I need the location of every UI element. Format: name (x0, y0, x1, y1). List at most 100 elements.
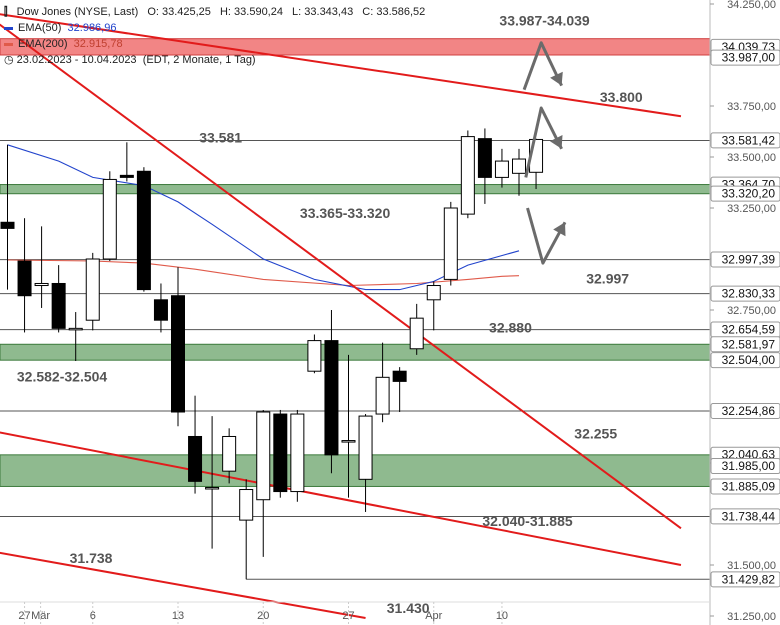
candle-body-down (477, 138, 492, 178)
x-tick-label: 27 (342, 610, 354, 622)
y-tick-label: 33.750,00 (727, 101, 776, 113)
support-resistance-zones (0, 38, 711, 487)
y-tick-label: 32.750,00 (727, 305, 776, 317)
candle-body-up (239, 489, 254, 521)
candle (477, 128, 492, 204)
arrow-head-icon (550, 71, 563, 86)
legend-ema50-label: EMA(50) (18, 22, 62, 34)
candle-body-up (426, 285, 441, 301)
price-tag-box (710, 185, 780, 202)
x-tick-label: 6 (90, 610, 96, 622)
price-tag-box (710, 508, 780, 525)
legend-close: C: 33.586,52 (362, 6, 426, 18)
candle (171, 267, 185, 427)
legend-ema50-row: EMA(50) 32.986,96 (4, 20, 431, 36)
forecast-arrow-path (526, 207, 567, 265)
candle-body-down (324, 340, 339, 456)
price-tag-label: 32.581,97 (722, 337, 776, 351)
candle-body-down (171, 295, 185, 413)
candle-body-up (68, 327, 83, 331)
price-tag: 31.985,00 (710, 458, 780, 475)
price-tag: 32.504,00 (710, 352, 780, 369)
forecast-arrow (522, 41, 563, 91)
candle-body-up (34, 282, 49, 287)
candle-body-up (85, 258, 100, 321)
horizontal-levels (0, 139, 710, 580)
legend-low: L: 33.343,43 (292, 6, 354, 18)
candle-body-up (307, 340, 322, 372)
arrow-head-icon (550, 135, 563, 149)
price-tag-label: 31.429,82 (722, 572, 776, 586)
level-annotation: 33.365-33.320 (300, 205, 391, 221)
candle (358, 414, 373, 512)
price-tag-label: 32.504,00 (722, 353, 776, 367)
y-tick-label: 31.500,00 (727, 560, 776, 572)
candle (256, 409, 271, 557)
y-tick-label: 33.500,00 (727, 152, 776, 164)
candle (460, 130, 475, 219)
legend-period-row: ◷ 23.02.2023 - 10.04.2023 (EDT, 2 Monate… (4, 52, 431, 68)
candle-body-down (273, 413, 288, 493)
price-tag: 32.997,39 (710, 251, 780, 268)
price-tag-box (710, 285, 780, 302)
legend-period-info: (EDT, 2 Monate, 1 Tag) (142, 54, 256, 66)
candle-body-up (222, 435, 237, 472)
price-tag: 31.885,09 (710, 478, 780, 495)
price-tag-box (710, 478, 780, 495)
price-tag: 33.581,42 (710, 132, 780, 149)
level-annotations: 33.987-34.039 33.800 33.581 33.365-33.320 32… (17, 12, 643, 616)
candle-body-up (341, 440, 356, 443)
clock-icon: ◷ (4, 54, 14, 66)
price-tag: 33.320,20 (710, 185, 780, 202)
legend-period: 23.02.2023 - 10.04.2023 (16, 54, 137, 66)
price-tag-label: 31.738,44 (722, 509, 776, 523)
candle-body-up (443, 207, 458, 280)
price-tag: 31.429,82 (710, 571, 780, 588)
candle-body-down (188, 435, 203, 482)
forecast-arrows (522, 41, 567, 265)
candle (443, 201, 458, 286)
legend-high: H: 33.590,24 (219, 6, 283, 18)
candle (222, 428, 237, 484)
legend-ema200-label: EMA(200) (18, 38, 68, 50)
candle (409, 303, 424, 355)
price-tag: 32.581,97 (710, 336, 780, 353)
price-tag-label: 31.885,09 (722, 479, 776, 493)
level-annotation: 33.800 (600, 89, 643, 105)
candle-body-up (409, 317, 424, 350)
ema50-swatch-icon (4, 26, 13, 30)
trendlines (0, 13, 682, 620)
x-tick-label: 10 (496, 610, 508, 622)
candle-body-up (460, 136, 475, 215)
candle (119, 142, 134, 182)
candle (136, 167, 151, 292)
candle-body-up (205, 486, 220, 490)
level-annotation: 32.880 (489, 319, 532, 335)
y-axis: 34.250,0034.000,0033.750,0033.500,0033.2… (709, 0, 776, 625)
price-tag-box (710, 403, 780, 420)
candle (205, 416, 220, 549)
legend-symbol: Dow Jones (NYSE, Last) (16, 6, 139, 18)
bars-icon: ⫿ (4, 6, 8, 18)
price-tag: 32.830,33 (710, 285, 780, 302)
candle (375, 342, 390, 423)
x-tick-label: Apr (425, 610, 442, 622)
price-tag-label: 32.997,39 (722, 253, 776, 267)
legend-open: O: 33.425,25 (147, 6, 211, 18)
trendline (0, 431, 682, 566)
x-tick-label: 13 (172, 610, 184, 622)
ema200-line (7, 259, 520, 287)
candle-body-up (512, 158, 526, 174)
price-tag-label: 31.985,00 (722, 459, 776, 473)
forecast-arrow (526, 207, 567, 265)
arrow-head-icon (553, 222, 566, 237)
legend-ema200-row: EMA(200) 32.915,78 (4, 36, 431, 52)
level-annotation: 32.040-31.885 (482, 513, 573, 529)
chart-legend: ⫿ Dow Jones (NYSE, Last) O: 33.425,25 H:… (4, 4, 431, 68)
price-tag: 31.738,44 (710, 508, 780, 525)
x-tick-label: 20 (257, 610, 269, 622)
price-tag-label: 33.581,42 (722, 133, 776, 147)
price-tag-box (710, 251, 780, 268)
candle (426, 281, 441, 331)
